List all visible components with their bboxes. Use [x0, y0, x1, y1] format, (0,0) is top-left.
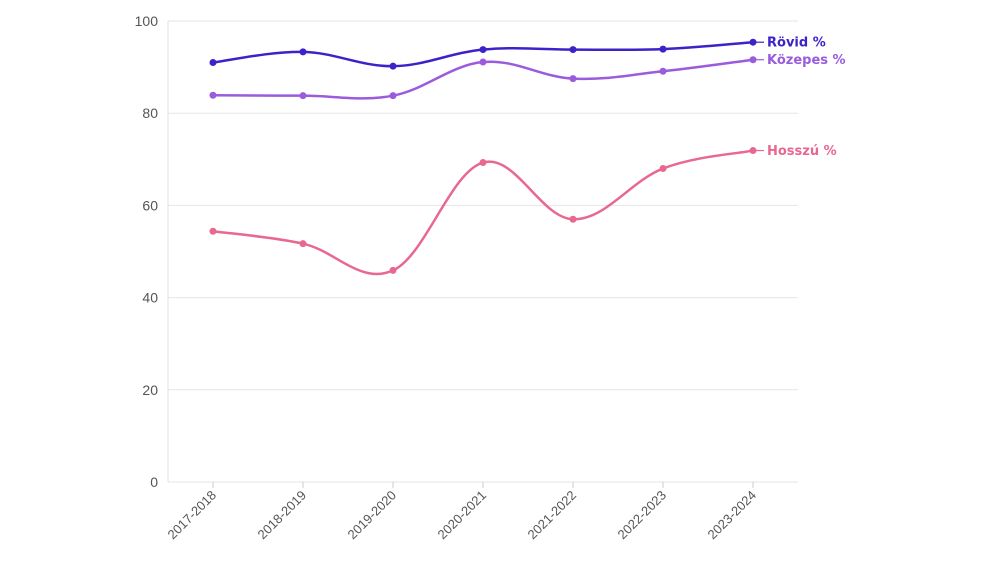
data-point	[299, 48, 307, 56]
data-point	[569, 215, 577, 223]
data-point	[389, 62, 397, 70]
series-labels: Rövid % Közepes % Hosszú %	[756, 36, 846, 159]
data-point	[299, 92, 307, 100]
data-point	[479, 58, 487, 66]
x-tick-label: 2022-2023	[615, 488, 670, 543]
x-tick-label: 2023-2024	[705, 488, 760, 543]
data-point	[659, 67, 667, 75]
data-point	[749, 56, 757, 64]
y-tick-label: 80	[142, 105, 158, 121]
series-label: Hosszú %	[767, 144, 837, 159]
data-point	[479, 159, 487, 167]
series-line-2	[211, 149, 755, 276]
data-point	[299, 240, 307, 248]
grid	[168, 20, 798, 483]
data-point	[659, 45, 667, 53]
y-tick-label: 20	[142, 382, 158, 398]
data-point	[569, 46, 577, 54]
data-point	[209, 227, 217, 235]
x-tick-label: 2020-2021	[435, 488, 490, 543]
data-point	[659, 165, 667, 173]
data-point	[569, 75, 577, 83]
data-point	[209, 58, 217, 66]
y-tick-label: 100	[135, 13, 159, 29]
x-tick-label: 2018-2019	[255, 488, 310, 543]
x-tick-label: 2021-2022	[525, 488, 580, 543]
y-tick-label: 0	[150, 474, 158, 490]
series-label: Közepes %	[767, 53, 846, 68]
data-point	[389, 92, 397, 100]
y-tick-label: 40	[142, 290, 158, 306]
series-label: Rövid %	[767, 36, 826, 51]
data-point	[389, 266, 397, 274]
axes: 0 20 40 60 80 100 2017-2018 2018-2019 2019-2020 2…	[135, 13, 759, 542]
data-point	[749, 147, 757, 155]
y-tick-label: 60	[142, 197, 158, 213]
x-tick-label: 2017-2018	[165, 488, 220, 543]
data-point	[479, 46, 487, 54]
series-group	[209, 38, 757, 276]
data-point	[749, 38, 757, 46]
data-point	[209, 91, 217, 99]
x-tick-label: 2019-2020	[345, 488, 400, 543]
